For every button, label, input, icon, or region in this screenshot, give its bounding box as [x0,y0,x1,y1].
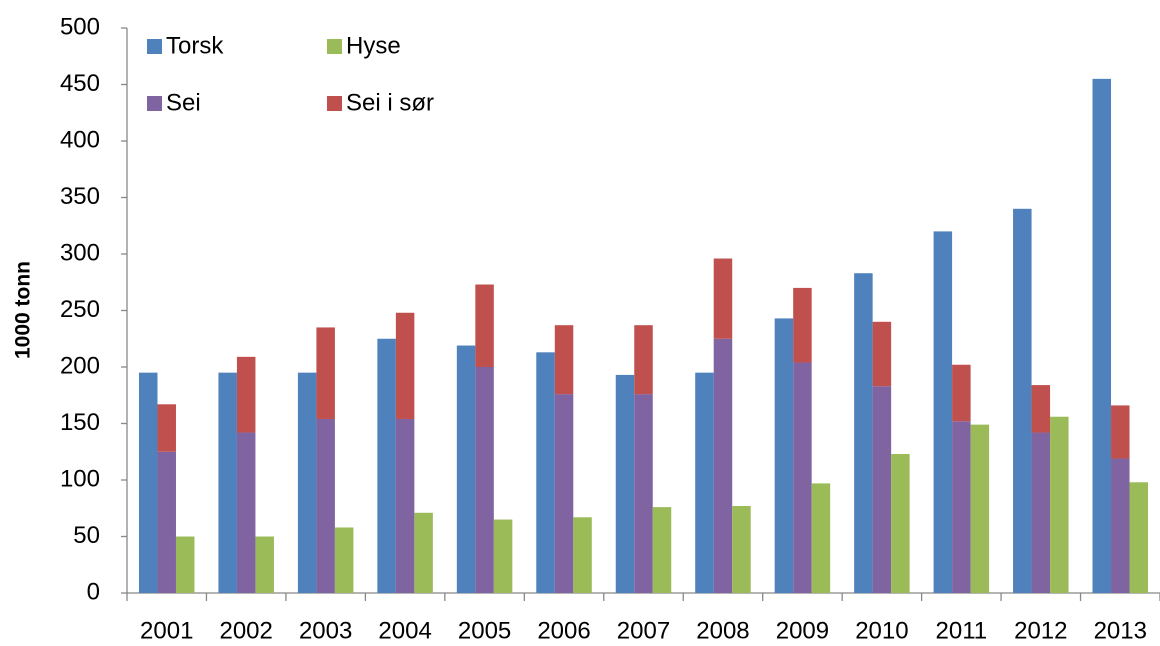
legend-label: Sei i sør [346,89,434,116]
y-tick-label: 100 [60,465,100,492]
bar [1092,78,1112,594]
bar [713,338,733,593]
y-tick-label: 0 [87,578,100,605]
bar [475,367,494,593]
bar [793,287,812,363]
bar [872,321,892,387]
legend-swatch [327,96,342,111]
bar [695,372,714,593]
bar [1013,208,1032,594]
y-tick-label: 400 [60,126,100,153]
x-tick-label: 2004 [378,617,431,644]
bar [536,352,555,593]
x-tick-label: 2013 [1094,617,1147,644]
bar [1031,385,1051,433]
y-tick-label: 200 [60,352,100,379]
bar [774,318,794,593]
bar [634,325,653,395]
bar [395,312,415,419]
bar [891,454,910,593]
bar [414,512,433,593]
x-tick-label: 2011 [936,617,988,644]
bar [970,424,990,593]
legend-label: Sei [166,89,201,116]
bar [377,338,396,593]
bar [652,507,672,593]
bar [854,273,873,593]
bar [255,536,274,593]
bar [952,364,971,422]
y-tick-label: 300 [60,239,100,266]
y-tick-label: 500 [60,13,100,40]
bar [297,372,317,593]
x-tick-label: 2007 [617,617,670,644]
y-tick-label: 450 [60,70,100,97]
bar [395,418,415,593]
x-tick-label: 2010 [855,617,908,644]
legend-swatch [327,39,342,54]
bar [456,345,476,593]
y-axis-label: 1000 tonn [12,261,35,359]
bar [554,325,574,395]
bar [732,505,751,593]
bar [316,418,335,593]
bar [811,483,831,593]
bar [554,394,574,593]
x-tick-label: 2009 [776,617,829,644]
legend-swatch [147,39,162,54]
bar [634,394,653,593]
bar [615,374,635,593]
bar [236,356,256,433]
legend-label: Hyse [346,32,401,59]
bar [933,231,953,593]
bar [218,372,237,593]
bar [952,421,971,593]
y-tick-label: 50 [73,522,100,549]
bar [334,527,354,593]
x-tick-label: 2006 [537,617,590,644]
x-tick-label: 2005 [458,617,511,644]
bar [793,362,812,593]
x-tick-label: 2008 [696,617,749,644]
y-tick-label: 250 [60,296,100,323]
bar [493,519,513,593]
x-tick-label: 2012 [1014,617,1067,644]
legend-label: Torsk [166,32,224,59]
bar [1031,432,1051,593]
y-tick-label: 350 [60,183,100,210]
x-tick-label: 2001 [140,617,193,644]
bar [1129,482,1149,593]
bar [1050,416,1069,593]
y-tick-label: 150 [60,409,100,436]
bar [475,284,494,367]
bar [157,404,176,452]
bar [872,386,892,593]
x-tick-label: 2002 [219,617,272,644]
bar [713,258,733,339]
bar [236,432,256,593]
bar [316,327,335,419]
x-tick-label: 2003 [299,617,352,644]
bar [157,451,176,593]
bar [138,372,158,593]
bar [1111,405,1130,459]
bar [573,517,592,593]
bar [175,536,195,593]
bar [1111,458,1130,593]
legend-swatch [147,96,162,111]
